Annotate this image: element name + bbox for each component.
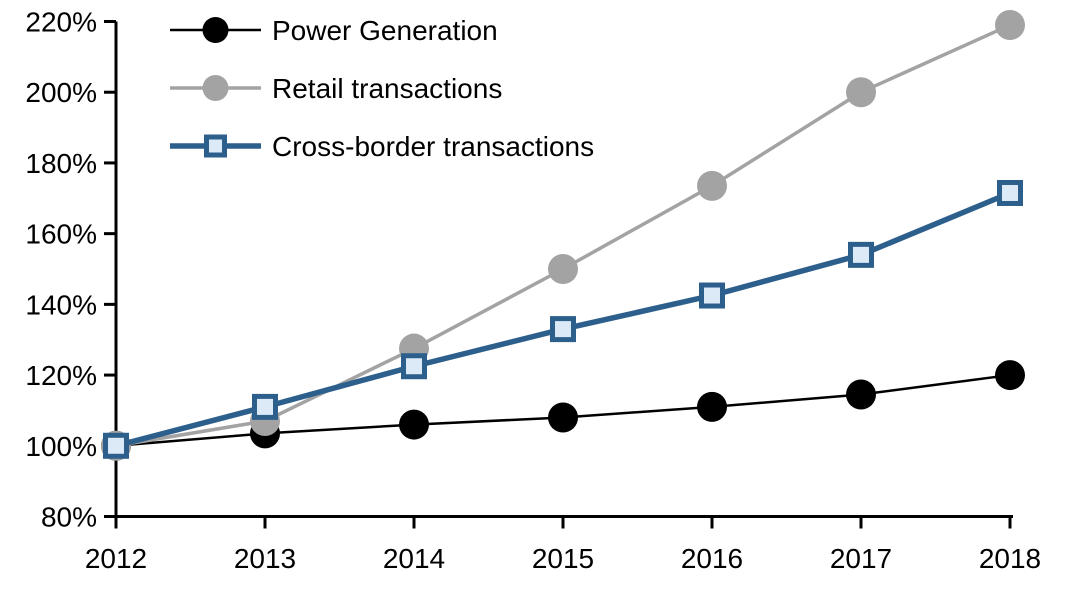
legend-item-cross-border-transactions: Cross-border transactions [170, 131, 594, 162]
series-retail-transactions [101, 10, 1025, 461]
x-tick-label: 2016 [681, 543, 743, 574]
circle-marker [548, 402, 578, 433]
square-marker [848, 241, 874, 268]
y-tick-label: 100% [25, 431, 97, 462]
series-power-generation [101, 360, 1025, 461]
x-tick-label: 2012 [85, 543, 147, 574]
circle-marker [399, 409, 429, 440]
legend-label: Power Generation [272, 15, 498, 46]
square-marker [699, 282, 725, 309]
x-tick-label: 2015 [532, 543, 594, 574]
square-marker [252, 393, 278, 420]
square-marker [103, 432, 129, 459]
y-tick-label: 160% [25, 219, 97, 250]
circle-marker [995, 10, 1025, 41]
square-marker [997, 179, 1023, 206]
x-tick-label: 2013 [234, 543, 296, 574]
circle-marker [846, 77, 876, 108]
square-marker [550, 316, 576, 343]
square-marker [401, 353, 427, 380]
x-tick-label: 2017 [830, 543, 892, 574]
series-cross-border-transactions [103, 179, 1023, 459]
circle-marker [995, 360, 1025, 391]
circle-marker [548, 254, 578, 284]
circle-marker [697, 391, 727, 422]
legend-item-power-generation: Power Generation [170, 15, 498, 46]
legend-label: Cross-border transactions [272, 131, 594, 162]
y-tick-label: 140% [25, 289, 97, 320]
legend-item-retail-transactions: Retail transactions [170, 73, 502, 104]
y-axis-ticks: 80% 100% 120% 140% 160% 180% 200% 220% [25, 7, 116, 533]
y-tick-label: 80% [41, 502, 97, 533]
x-tick-label: 2014 [383, 543, 445, 574]
y-tick-label: 200% [25, 77, 97, 108]
x-axis-ticks: 2012 2013 2014 2015 2016 2017 2018 [85, 516, 1041, 574]
circle-marker [697, 170, 727, 201]
legend: Power Generation Retail transactions Cross… [170, 15, 594, 162]
legend-label: Retail transactions [272, 73, 502, 104]
y-tick-label: 120% [25, 360, 97, 391]
circle-marker [846, 379, 876, 410]
square-marker [204, 134, 227, 158]
circle-marker [202, 75, 229, 101]
y-tick-label: 220% [25, 7, 97, 38]
y-tick-label: 180% [25, 148, 97, 179]
circle-marker [202, 17, 229, 43]
x-tick-label: 2018 [979, 543, 1041, 574]
